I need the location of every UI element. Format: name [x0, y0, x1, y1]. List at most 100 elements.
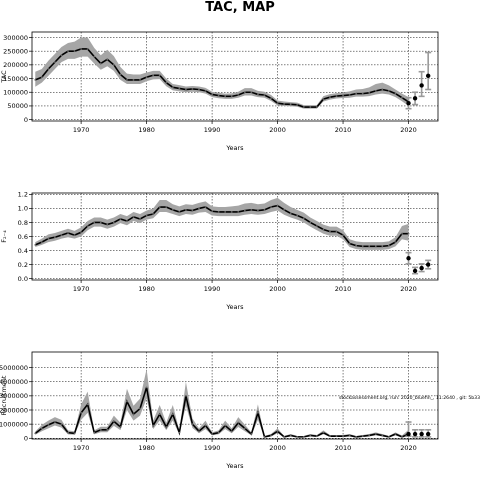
series-point — [73, 234, 76, 236]
series-point — [60, 423, 63, 426]
plot-frame — [31, 31, 439, 122]
series-point — [126, 79, 128, 81]
series-point — [387, 435, 390, 438]
series-point — [374, 245, 377, 248]
series-point — [80, 48, 83, 50]
series-point — [342, 435, 344, 438]
series-point — [243, 427, 246, 430]
x-tick-label: 1980 — [138, 444, 155, 452]
series-point — [171, 86, 174, 89]
series-point — [152, 424, 155, 427]
series-point — [80, 231, 83, 234]
series-point — [315, 225, 318, 227]
series-point — [126, 400, 128, 403]
series-point — [401, 435, 403, 438]
series-point — [165, 81, 168, 84]
y-axis-label: F₂₋₄ — [0, 230, 8, 243]
panel-2: 1970 1980 1990 2000 2010 2020 0.0 0.2 0.4 0.6 0.8 1… — [0, 191, 439, 311]
series-point — [211, 210, 213, 213]
series-point — [342, 234, 344, 236]
series-point — [178, 87, 181, 90]
series-point — [145, 214, 148, 217]
series-point — [401, 96, 403, 99]
series-point — [296, 214, 299, 217]
series-point — [329, 230, 331, 233]
series-point — [191, 209, 194, 212]
series-point — [361, 92, 364, 95]
x-tick-label: 2020 — [400, 126, 417, 134]
series-point — [106, 428, 109, 431]
series-point — [224, 424, 227, 427]
series-point — [322, 431, 325, 434]
x-tick-label: 2010 — [335, 126, 352, 134]
series-line-1 — [34, 387, 409, 438]
series-point — [171, 413, 174, 416]
series-point — [184, 208, 187, 211]
series-point — [47, 237, 50, 240]
y-tick-label: 100000 — [3, 89, 28, 97]
x-tick-label: 1980 — [138, 126, 155, 134]
y-axis-label: TAC — [0, 70, 8, 84]
series-point — [401, 232, 403, 235]
series-point — [276, 430, 279, 433]
series-point — [86, 403, 89, 406]
series-point — [270, 206, 272, 208]
x-tick-label: 2010 — [335, 444, 352, 452]
series-point — [237, 421, 240, 424]
series-point — [184, 394, 187, 397]
x-tick-label: 1990 — [204, 126, 221, 134]
series-point — [387, 244, 390, 247]
series-point — [243, 209, 246, 212]
x-axis-label: Years — [225, 303, 244, 311]
series-point — [119, 73, 122, 76]
series-point — [40, 427, 43, 430]
series-point — [184, 88, 187, 91]
series-point — [67, 232, 69, 234]
series-point — [230, 95, 233, 98]
series-point — [263, 208, 266, 211]
series-point — [132, 79, 135, 81]
series-line-1 — [34, 204, 409, 248]
forecast-point — [412, 96, 418, 101]
y-axis-label: Recruitment — [0, 375, 8, 415]
series-point — [40, 241, 43, 244]
series-point — [250, 91, 253, 94]
series-point — [322, 98, 325, 100]
x-axis-label: Years — [225, 144, 244, 152]
series-point — [368, 91, 371, 94]
series-point — [139, 407, 141, 410]
series-point — [257, 411, 259, 414]
series-point — [132, 215, 135, 218]
series-point — [47, 423, 50, 426]
series-point — [158, 206, 161, 208]
y-tick-label: 0 — [24, 116, 28, 124]
series-point — [361, 245, 364, 248]
series-point — [348, 434, 351, 437]
x-tick-label: 1970 — [73, 126, 90, 134]
series-point — [394, 241, 397, 244]
plot-frame — [31, 351, 439, 440]
series-point — [224, 211, 227, 213]
forecast-point — [406, 101, 411, 106]
x-tick-label: 2020 — [400, 444, 417, 452]
series-point — [217, 431, 220, 434]
series-point — [54, 61, 56, 64]
series-point — [315, 435, 318, 438]
panel-1: 1970 1980 1990 2000 2010 2020 0 50000 100000 1500… — [0, 31, 439, 152]
series-point — [348, 242, 351, 245]
series-point — [217, 211, 220, 213]
y-tick-label: 50000 — [7, 102, 28, 110]
y-tick-label: 3000000 — [0, 392, 28, 400]
series-point — [165, 426, 168, 428]
series-point — [335, 95, 338, 97]
series-point — [374, 89, 377, 92]
series-point — [283, 435, 286, 438]
series-point — [335, 435, 338, 438]
series-point — [80, 411, 83, 414]
series-point — [86, 48, 89, 50]
series-point — [93, 221, 96, 224]
series-point — [178, 431, 181, 434]
series-point — [342, 94, 344, 97]
series-point — [139, 79, 141, 81]
